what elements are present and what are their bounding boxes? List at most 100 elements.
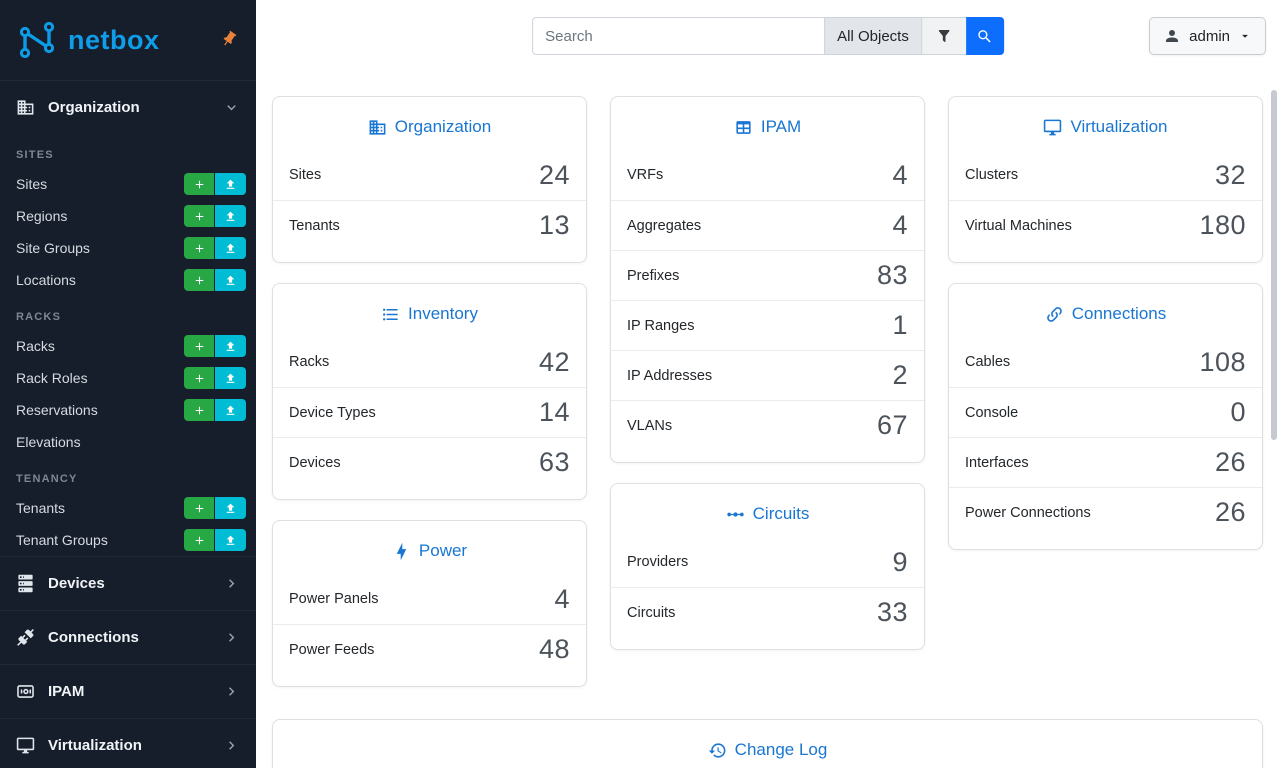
- netbox-wordmark[interactable]: netbox: [68, 24, 160, 55]
- netbox-logo-icon[interactable]: [16, 20, 60, 60]
- filter-button[interactable]: [920, 17, 967, 55]
- stat-value: 33: [876, 597, 908, 627]
- import-button[interactable]: [215, 367, 246, 389]
- topbar: All Objects admin: [256, 0, 1280, 72]
- stat-label[interactable]: Tenants: [289, 217, 340, 234]
- stat-label[interactable]: Providers: [627, 554, 689, 570]
- chevron-right-icon: [223, 683, 240, 700]
- stat-label[interactable]: Power Feeds: [289, 641, 375, 658]
- stat-label[interactable]: VLANs: [627, 417, 673, 434]
- add-button[interactable]: [184, 335, 214, 357]
- stat-label[interactable]: Clusters: [965, 167, 1019, 183]
- sidebar-item-label: Regions: [16, 208, 68, 224]
- sidebar-item-site-groups[interactable]: Site Groups: [0, 232, 256, 264]
- sidebar-item-tenant-groups[interactable]: Tenant Groups: [0, 524, 256, 556]
- add-button[interactable]: [184, 399, 214, 421]
- caret-down-icon: [1238, 29, 1252, 43]
- counter-icon: [16, 682, 35, 701]
- stat-value: 108: [1199, 346, 1246, 377]
- plus-icon: [193, 178, 206, 191]
- stat-value: 0: [1230, 397, 1246, 427]
- add-button[interactable]: [184, 529, 214, 551]
- import-button[interactable]: [215, 269, 246, 291]
- stat-value: 63: [538, 447, 570, 477]
- sidebar-item-actions: [184, 367, 246, 389]
- stat-value: 32: [1214, 159, 1246, 190]
- monitor-icon: [1043, 118, 1062, 137]
- plus-icon: [193, 502, 206, 515]
- stat-label[interactable]: VRFs: [627, 167, 664, 183]
- stat-label[interactable]: Device Types: [289, 404, 376, 421]
- add-button[interactable]: [184, 367, 214, 389]
- sidebar-group-devices[interactable]: Devices: [0, 556, 256, 610]
- stat-label[interactable]: Power Connections: [965, 504, 1091, 521]
- sidebar-item-regions[interactable]: Regions: [0, 200, 256, 232]
- stat-value: 14: [538, 397, 570, 427]
- filter-icon: [936, 28, 952, 44]
- sidebar-group-virtualization[interactable]: Virtualization: [0, 718, 256, 768]
- stat-label[interactable]: Racks: [289, 354, 330, 370]
- search-submit-button[interactable]: [965, 17, 1004, 55]
- sidebar-item-locations[interactable]: Locations: [0, 264, 256, 296]
- import-button[interactable]: [215, 335, 246, 357]
- search-input[interactable]: [532, 17, 826, 55]
- stat-label[interactable]: Power Panels: [289, 591, 379, 607]
- sidebar-group-connections[interactable]: Connections: [0, 610, 256, 664]
- sidebar-item-elevations[interactable]: Elevations: [0, 426, 256, 458]
- history-icon: [708, 741, 727, 760]
- page-scrollbar[interactable]: [1271, 90, 1277, 440]
- stat-label[interactable]: Circuits: [627, 604, 676, 621]
- add-button[interactable]: [184, 269, 214, 291]
- import-button[interactable]: [215, 497, 246, 519]
- card-title-text: Connections: [1071, 304, 1167, 323]
- add-button[interactable]: [184, 497, 214, 519]
- stat-value: 4: [554, 583, 570, 614]
- sidebar-item-racks[interactable]: Racks: [0, 330, 256, 362]
- sidebar-item-label: Elevations: [16, 434, 81, 450]
- card-title-text: Change Log: [734, 740, 828, 759]
- stat-row: VRFs 4: [611, 150, 924, 200]
- search-scope-button[interactable]: All Objects: [824, 17, 922, 55]
- add-button[interactable]: [184, 237, 214, 259]
- import-button[interactable]: [215, 529, 246, 551]
- stat-row: IP Addresses 2: [611, 350, 924, 400]
- sidebar-item-rack-roles[interactable]: Rack Roles: [0, 362, 256, 394]
- import-button[interactable]: [215, 399, 246, 421]
- stat-label[interactable]: Aggregates: [627, 217, 702, 234]
- sidebar-item-reservations[interactable]: Reservations: [0, 394, 256, 426]
- stat-label[interactable]: IP Addresses: [627, 367, 713, 384]
- search-group: All Objects: [532, 17, 1004, 55]
- stat-label[interactable]: Console: [965, 404, 1019, 421]
- import-button[interactable]: [215, 205, 246, 227]
- sidebar-section-racks: RACKS: [16, 311, 62, 323]
- stat-value: 83: [876, 260, 908, 290]
- sidebar-item-sites[interactable]: Sites: [0, 168, 256, 200]
- power-card: Power Power Panels 4 Power Feeds 48: [272, 520, 587, 687]
- cards-grid: Organization Sites 24 Tenants 13: [272, 96, 1264, 687]
- sidebar-group-ipam[interactable]: IPAM: [0, 664, 256, 718]
- import-button[interactable]: [215, 237, 246, 259]
- stat-value: 13: [538, 210, 570, 240]
- stat-label[interactable]: Cables: [965, 354, 1011, 370]
- sidebar-item-tenants[interactable]: Tenants: [0, 492, 256, 524]
- stat-label[interactable]: Prefixes: [627, 267, 680, 284]
- stat-label[interactable]: IP Ranges: [627, 317, 695, 334]
- card-title-text: IPAM: [760, 117, 802, 136]
- card-title: Connections: [949, 284, 1262, 337]
- user-menu-button[interactable]: admin: [1149, 17, 1266, 55]
- changelog-card: Change Log: [272, 719, 1263, 768]
- stat-label[interactable]: Virtual Machines: [965, 217, 1072, 234]
- add-button[interactable]: [184, 205, 214, 227]
- pin-sidebar-button[interactable]: [218, 28, 240, 53]
- upload-icon: [224, 340, 237, 353]
- stat-row: Interfaces 26: [949, 437, 1262, 487]
- sidebar-group-organization[interactable]: Organization: [0, 80, 256, 134]
- upload-icon: [224, 502, 237, 515]
- stat-label[interactable]: Devices: [289, 454, 341, 471]
- stat-label[interactable]: Sites: [289, 167, 322, 183]
- import-button[interactable]: [215, 173, 246, 195]
- stat-label[interactable]: Interfaces: [965, 454, 1029, 471]
- add-button[interactable]: [184, 173, 214, 195]
- card-title-text: Power: [418, 541, 468, 560]
- card-title: Inventory: [273, 284, 586, 337]
